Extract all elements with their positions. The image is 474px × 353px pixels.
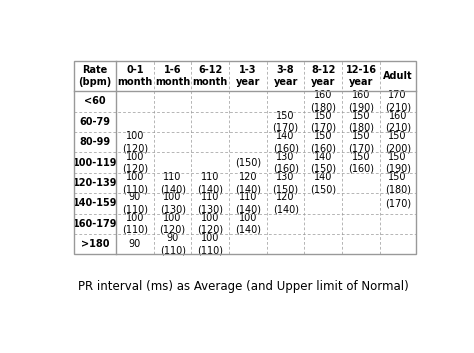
Text: 100
(130): 100 (130) (160, 192, 186, 214)
Text: >180: >180 (81, 239, 109, 249)
Text: 130
(150): 130 (150) (273, 172, 299, 194)
Text: 150
(190): 150 (190) (385, 152, 410, 174)
Text: 110
(140): 110 (140) (160, 172, 186, 194)
Text: 1-6
month: 1-6 month (155, 65, 190, 87)
Text: Adult: Adult (383, 71, 412, 81)
Text: 160
(190): 160 (190) (348, 90, 374, 113)
Text: 80-99: 80-99 (80, 137, 110, 147)
Text: 150
(200): 150 (200) (384, 131, 411, 153)
Text: Rate
(bpm): Rate (bpm) (78, 65, 112, 87)
Text: 150
(170): 150 (170) (310, 111, 337, 133)
Text: 150
(170): 150 (170) (273, 111, 299, 133)
Text: 110
(140): 110 (140) (235, 192, 261, 214)
Text: 12-16
year: 12-16 year (346, 65, 376, 87)
Text: 150
(170): 150 (170) (348, 131, 374, 153)
Text: 160-179: 160-179 (73, 219, 117, 229)
Text: 130
(160): 130 (160) (273, 152, 299, 174)
Text: 100
(110): 100 (110) (122, 172, 148, 194)
Text: PR interval (ms) as Average (and Upper limit of Normal): PR interval (ms) as Average (and Upper l… (78, 281, 408, 293)
Text: (150): (150) (235, 158, 261, 168)
Text: 120
(140): 120 (140) (235, 172, 261, 194)
Text: 120-139: 120-139 (73, 178, 117, 188)
Text: 160
(180): 160 (180) (310, 90, 336, 113)
Text: 100
(120): 100 (120) (122, 152, 148, 174)
Text: 150
(160): 150 (160) (310, 131, 336, 153)
Text: 150
(180): 150 (180) (348, 111, 374, 133)
Text: 100
(120): 100 (120) (197, 213, 223, 235)
Text: <60: <60 (84, 96, 106, 107)
Text: 170
(210): 170 (210) (384, 90, 411, 113)
Text: 120
(140): 120 (140) (273, 192, 299, 214)
Text: 90
(110): 90 (110) (160, 233, 186, 255)
Text: 150
(180): 150 (180) (385, 172, 410, 194)
Text: 110
(130): 110 (130) (197, 192, 223, 214)
Text: 100
(110): 100 (110) (197, 233, 223, 255)
Text: 1-3
year: 1-3 year (236, 65, 260, 87)
Text: 140
(160): 140 (160) (273, 131, 299, 153)
Text: 140
(150): 140 (150) (310, 172, 337, 194)
Text: (170): (170) (384, 198, 411, 208)
Text: 100-119: 100-119 (73, 158, 117, 168)
Text: 150
(160): 150 (160) (348, 152, 374, 174)
Text: 8-12
year: 8-12 year (311, 65, 336, 87)
Text: 140
(150): 140 (150) (310, 152, 337, 174)
Text: 3-8
year: 3-8 year (273, 65, 298, 87)
Text: 6-12
month: 6-12 month (192, 65, 228, 87)
Text: 160
(210): 160 (210) (384, 111, 411, 133)
Text: 100
(120): 100 (120) (122, 131, 148, 153)
Text: 100
(120): 100 (120) (160, 213, 186, 235)
Text: 60-79: 60-79 (80, 117, 110, 127)
Bar (74, 61, 416, 255)
Text: 110
(140): 110 (140) (197, 172, 223, 194)
Text: 90: 90 (129, 239, 141, 249)
Text: 100
(140): 100 (140) (235, 213, 261, 235)
Text: 140-159: 140-159 (73, 198, 117, 208)
Text: 0-1
month: 0-1 month (118, 65, 153, 87)
Text: 100
(110): 100 (110) (122, 213, 148, 235)
Text: 90
(110): 90 (110) (122, 192, 148, 214)
